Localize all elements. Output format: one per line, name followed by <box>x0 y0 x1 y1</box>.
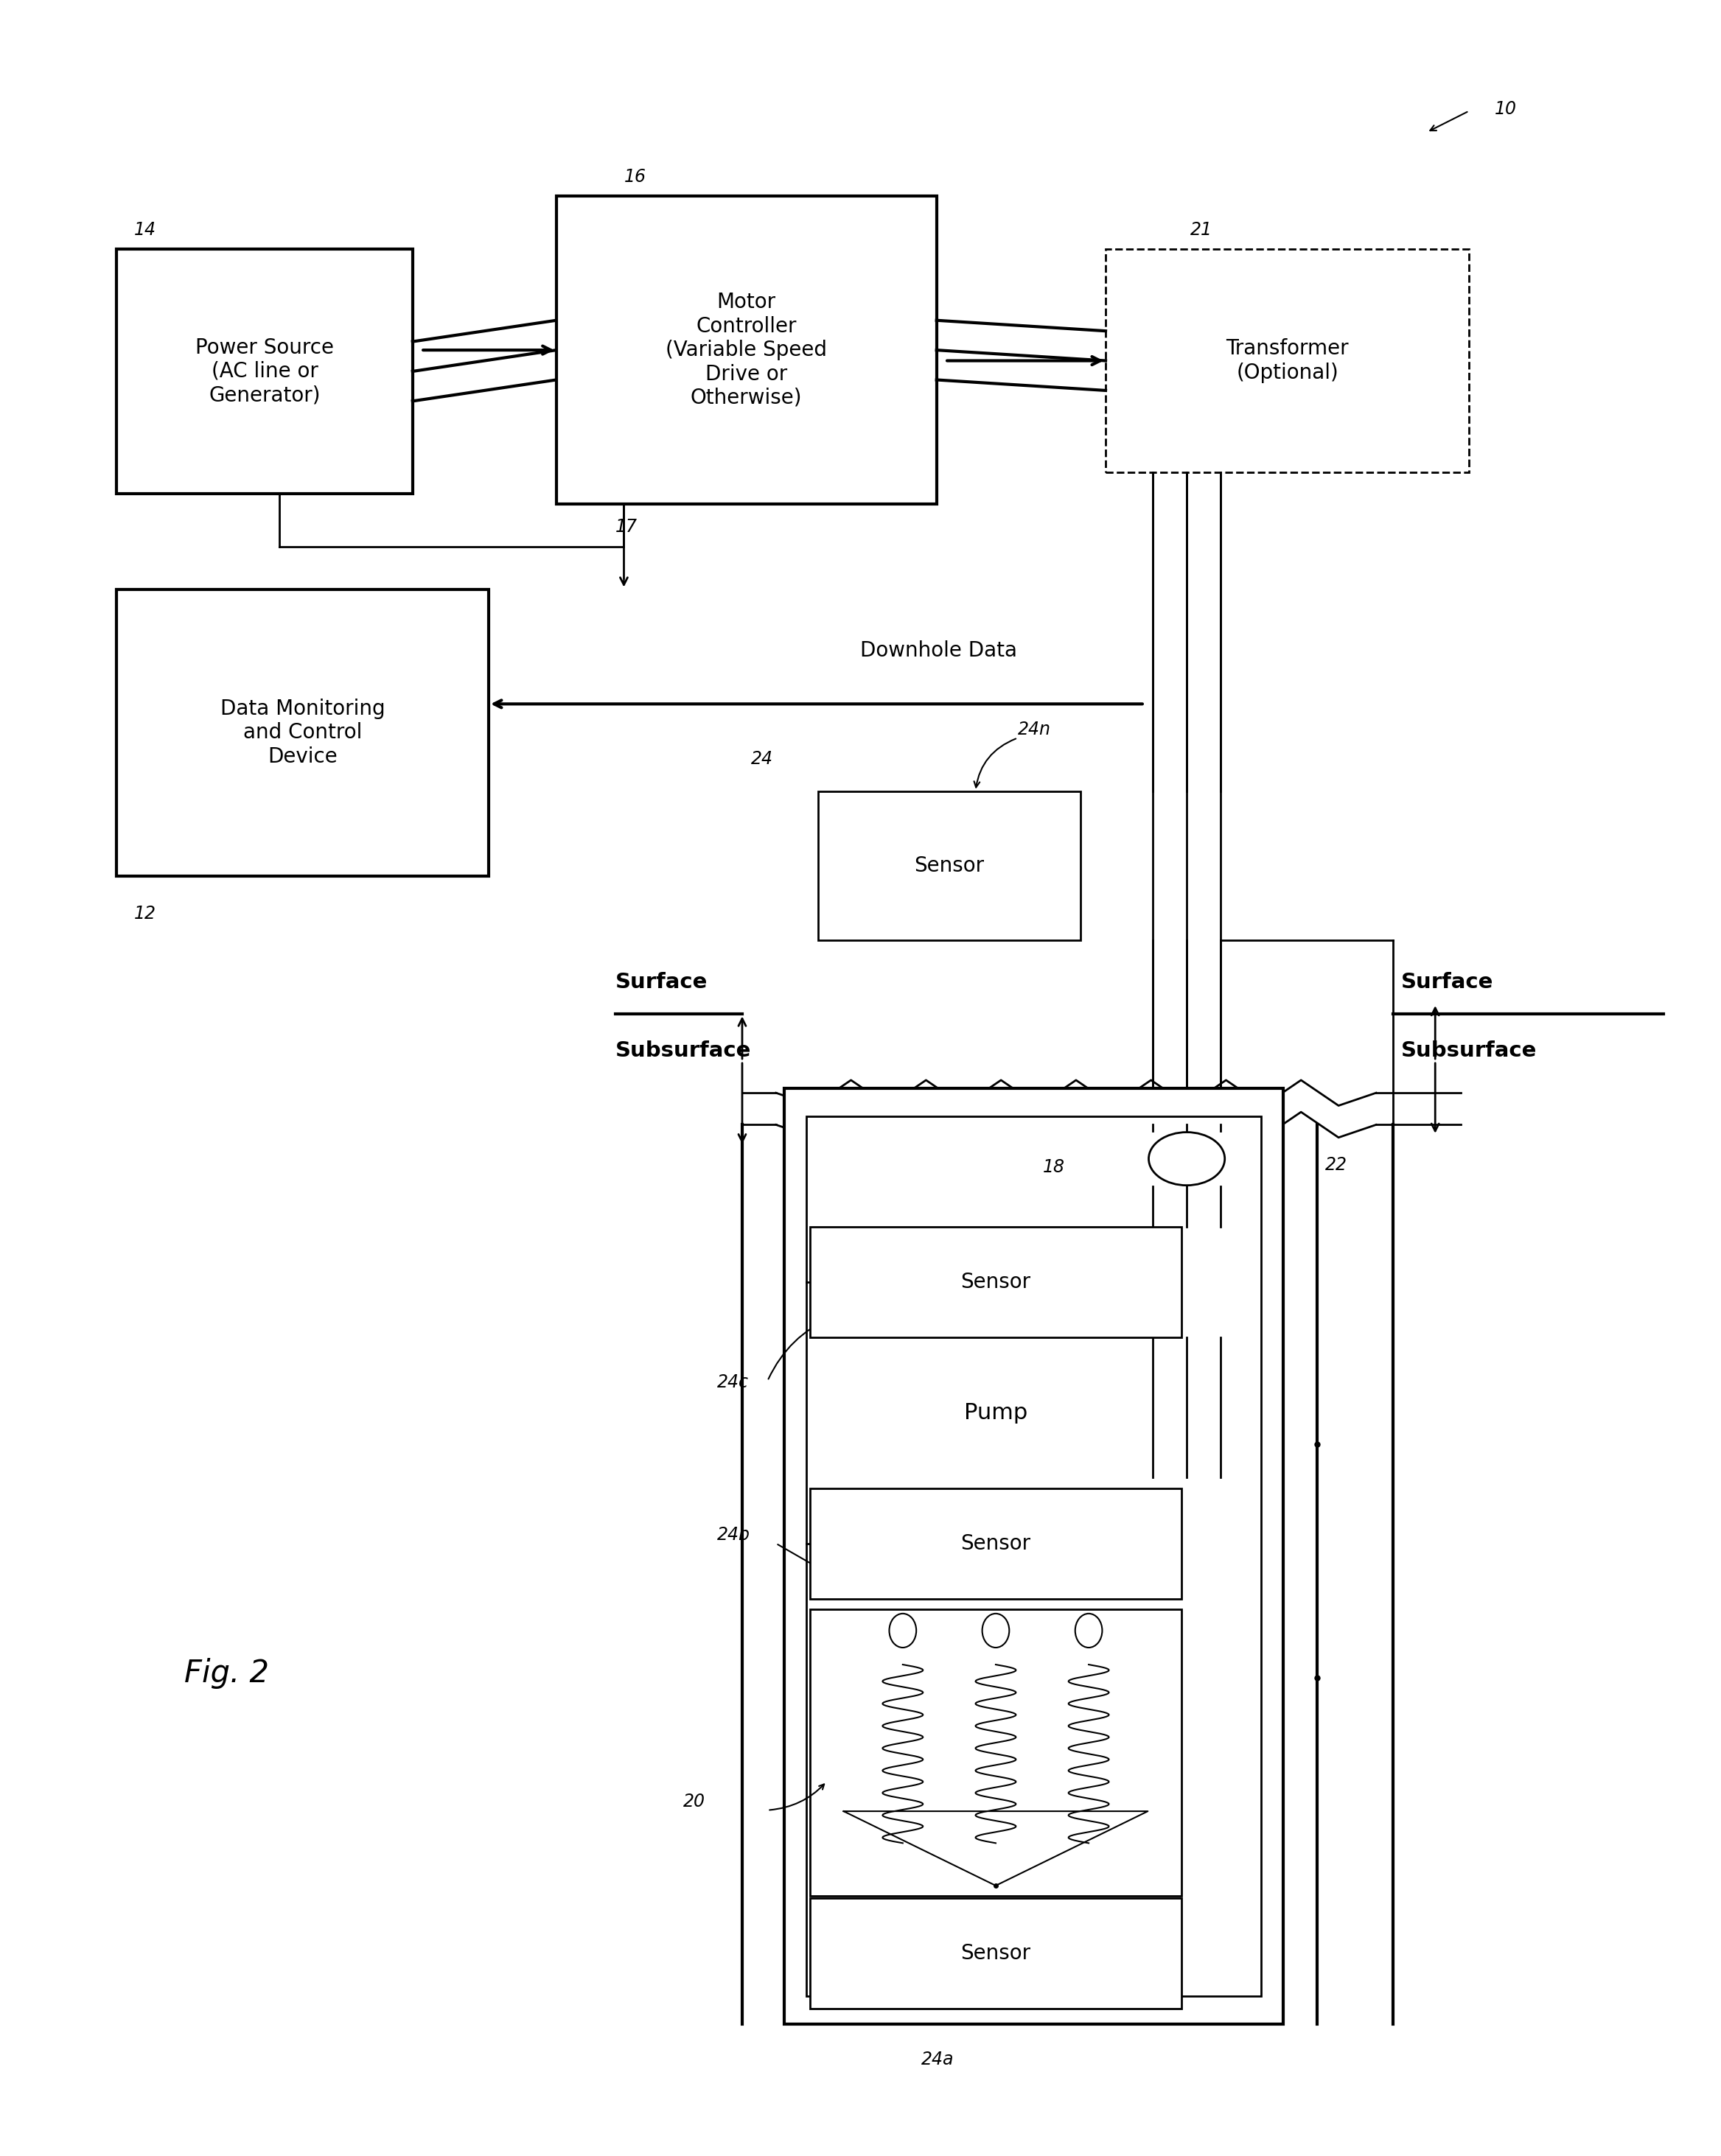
Bar <box>817 791 1081 940</box>
Ellipse shape <box>1148 1132 1225 1186</box>
Text: 18: 18 <box>1043 1158 1065 1175</box>
Text: Motor
Controller
(Variable Speed
Drive or
Otherwise): Motor Controller (Variable Speed Drive o… <box>666 291 828 407</box>
Bar <box>811 1899 1182 2009</box>
Polygon shape <box>843 1811 1148 1886</box>
Bar <box>117 250 413 494</box>
Text: Subsurface: Subsurface <box>1401 1039 1537 1061</box>
Bar <box>811 1227 1182 1337</box>
Bar <box>556 196 936 505</box>
Text: 16: 16 <box>623 168 645 185</box>
Text: 17: 17 <box>616 517 637 537</box>
Text: Fig. 2: Fig. 2 <box>184 1658 268 1688</box>
Bar <box>117 589 489 875</box>
Bar <box>1105 250 1470 472</box>
Text: Downhole Data: Downhole Data <box>860 640 1017 662</box>
Text: 14: 14 <box>134 220 157 239</box>
Text: Power Source
(AC line or
Generator): Power Source (AC line or Generator) <box>196 336 334 405</box>
Text: 20: 20 <box>683 1792 706 1811</box>
Text: 21: 21 <box>1191 220 1212 239</box>
Bar <box>811 1488 1182 1600</box>
Text: 22: 22 <box>1325 1156 1348 1173</box>
Text: Surface: Surface <box>1401 972 1494 992</box>
Text: Sensor: Sensor <box>914 856 984 875</box>
Text: Surface: Surface <box>616 972 707 992</box>
Text: 24: 24 <box>750 750 773 768</box>
Text: 24c: 24c <box>718 1373 749 1391</box>
Bar <box>811 1608 1182 1897</box>
Text: Data Monitoring
and Control
Device: Data Monitoring and Control Device <box>220 699 386 768</box>
Text: 12: 12 <box>134 906 157 923</box>
Text: Sensor: Sensor <box>960 1533 1031 1554</box>
Text: 24b: 24b <box>718 1526 750 1544</box>
Text: Transformer
(Optional): Transformer (Optional) <box>1225 338 1349 384</box>
Text: 24n: 24n <box>1017 720 1052 737</box>
Text: Subsurface: Subsurface <box>616 1039 752 1061</box>
Text: 10: 10 <box>1494 99 1516 119</box>
Text: Sensor: Sensor <box>960 1943 1031 1964</box>
Text: 24a: 24a <box>921 2050 953 2068</box>
Bar <box>785 1089 1284 2024</box>
Bar <box>807 1117 1261 1996</box>
Text: Pump: Pump <box>964 1401 1027 1423</box>
Text: Sensor: Sensor <box>960 1272 1031 1291</box>
